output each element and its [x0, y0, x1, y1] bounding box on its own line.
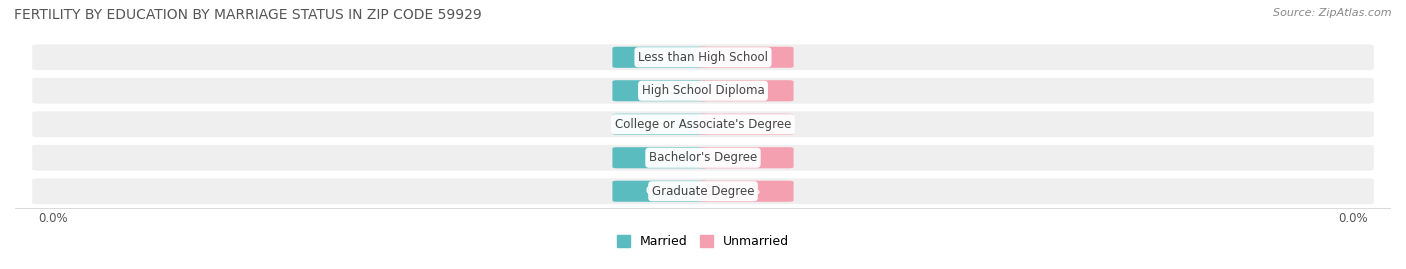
- FancyBboxPatch shape: [613, 114, 707, 135]
- FancyBboxPatch shape: [699, 114, 793, 135]
- Text: Bachelor's Degree: Bachelor's Degree: [650, 151, 756, 164]
- FancyBboxPatch shape: [32, 111, 1374, 137]
- Text: 0.0%: 0.0%: [1339, 212, 1368, 225]
- Text: FERTILITY BY EDUCATION BY MARRIAGE STATUS IN ZIP CODE 59929: FERTILITY BY EDUCATION BY MARRIAGE STATU…: [14, 8, 482, 22]
- Text: Source: ZipAtlas.com: Source: ZipAtlas.com: [1274, 8, 1392, 18]
- Text: 0.0%: 0.0%: [731, 52, 761, 62]
- Text: High School Diploma: High School Diploma: [641, 84, 765, 97]
- FancyBboxPatch shape: [32, 145, 1374, 171]
- FancyBboxPatch shape: [613, 181, 707, 202]
- Text: 0.0%: 0.0%: [731, 119, 761, 129]
- Text: 0.0%: 0.0%: [645, 52, 675, 62]
- Text: College or Associate's Degree: College or Associate's Degree: [614, 118, 792, 131]
- Text: 0.0%: 0.0%: [731, 186, 761, 196]
- Text: 0.0%: 0.0%: [38, 212, 67, 225]
- Text: 0.0%: 0.0%: [731, 153, 761, 163]
- FancyBboxPatch shape: [32, 44, 1374, 70]
- FancyBboxPatch shape: [32, 178, 1374, 204]
- FancyBboxPatch shape: [699, 147, 793, 168]
- FancyBboxPatch shape: [699, 80, 793, 101]
- FancyBboxPatch shape: [613, 47, 707, 68]
- Text: 0.0%: 0.0%: [645, 86, 675, 96]
- Legend: Married, Unmarried: Married, Unmarried: [617, 235, 789, 248]
- Text: 0.0%: 0.0%: [645, 153, 675, 163]
- FancyBboxPatch shape: [699, 47, 793, 68]
- FancyBboxPatch shape: [613, 147, 707, 168]
- FancyBboxPatch shape: [613, 80, 707, 101]
- Text: 0.0%: 0.0%: [645, 119, 675, 129]
- Text: Graduate Degree: Graduate Degree: [652, 185, 754, 198]
- FancyBboxPatch shape: [32, 78, 1374, 104]
- FancyBboxPatch shape: [699, 181, 793, 202]
- Text: 0.0%: 0.0%: [645, 186, 675, 196]
- Text: Less than High School: Less than High School: [638, 51, 768, 64]
- Text: 0.0%: 0.0%: [731, 86, 761, 96]
